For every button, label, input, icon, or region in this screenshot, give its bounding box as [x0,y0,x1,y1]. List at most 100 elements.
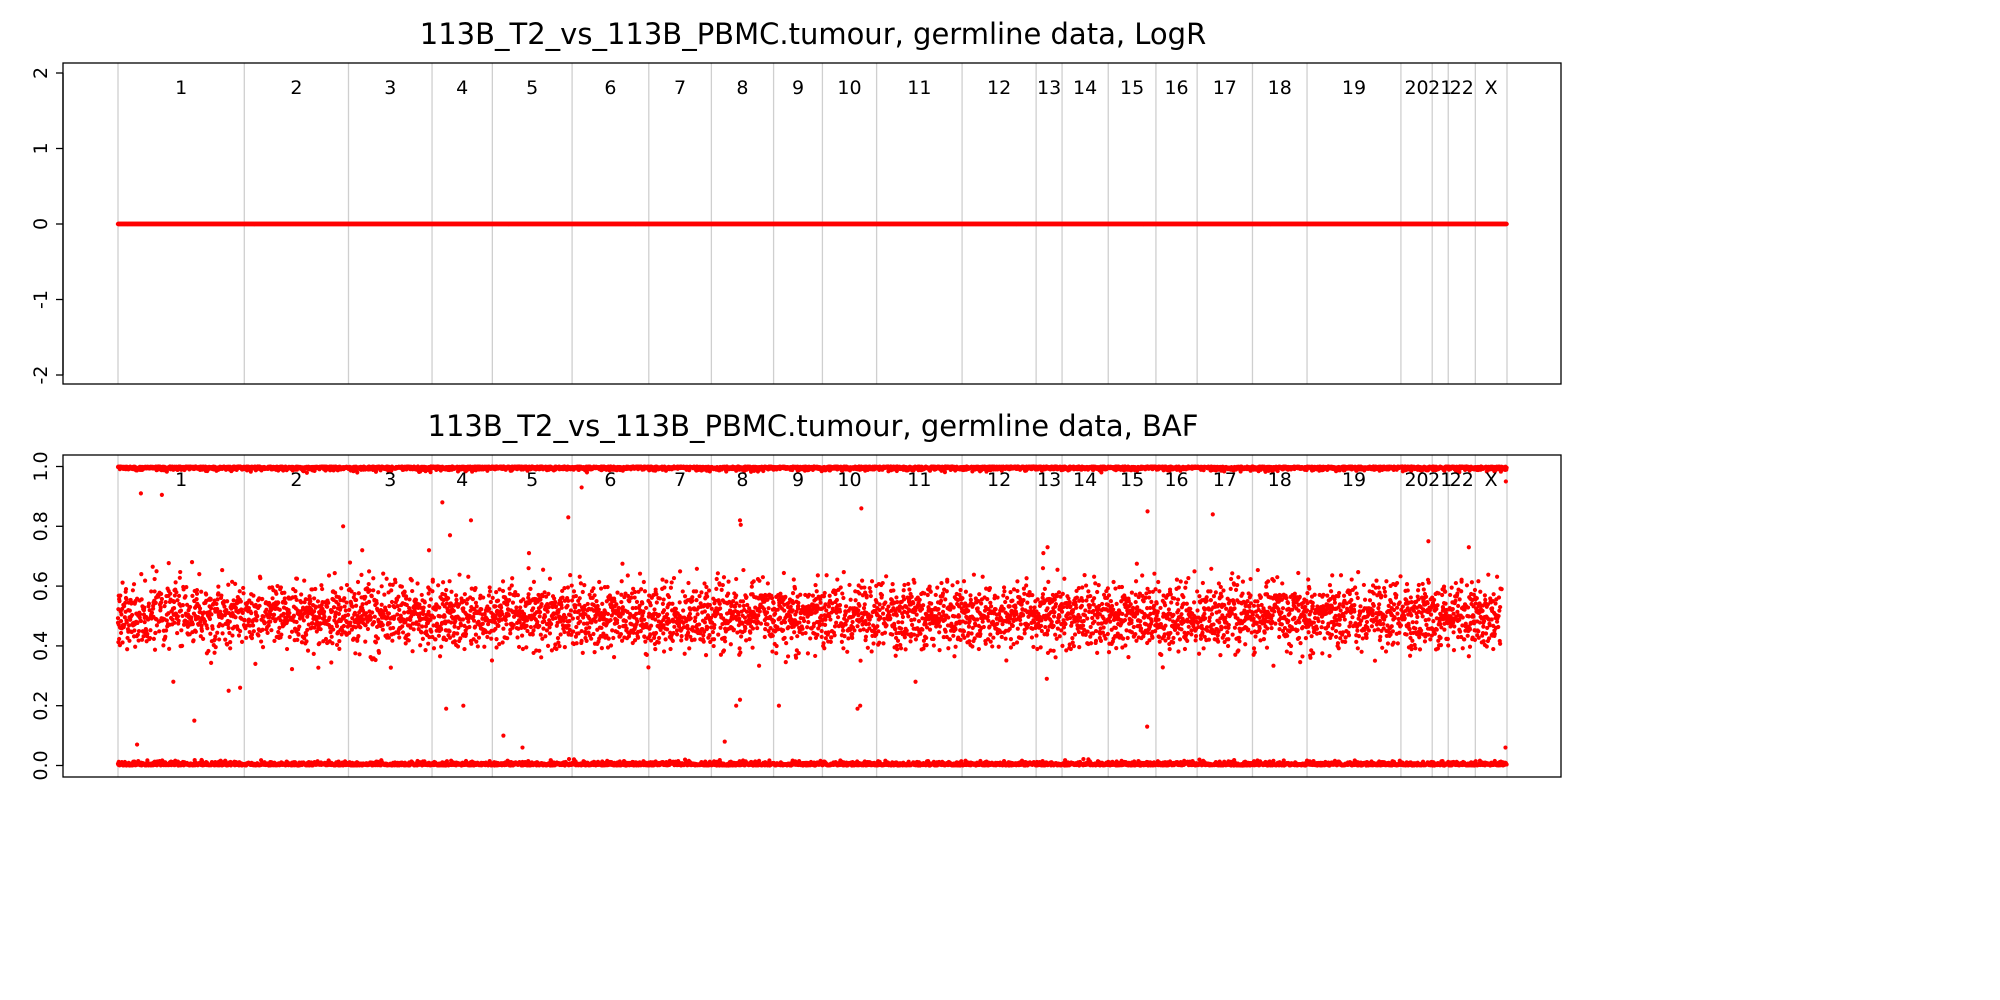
baf-point [136,628,142,634]
baf-point [256,633,261,638]
chromosome-label: 6 [604,77,616,99]
baf-point [166,560,171,566]
chromosome-label: X [1485,77,1498,99]
baf-point [118,630,124,636]
baf-point [257,603,262,608]
baf-point [238,629,243,634]
baf-point [213,634,218,639]
baf-point [202,619,208,624]
baf-point [127,608,132,613]
baf-point [171,606,177,611]
baf-point [127,638,132,643]
baf-point [208,631,213,636]
baf-point [142,578,148,583]
baf-point [153,600,158,605]
baf-point [178,608,184,613]
baf-point [228,639,233,645]
baf-point [131,582,137,587]
chromosome-label: 14 [1073,77,1097,99]
baf-point [194,597,199,602]
baf-point [241,585,246,591]
baf-point [178,569,183,575]
baf-point [177,575,182,580]
baf-point [262,620,268,625]
baf-point [216,584,221,589]
baf-point [253,661,258,667]
baf-point [206,648,211,654]
baf-point [118,593,123,598]
baf-point [220,567,225,573]
baf-point [163,600,168,605]
baf-point [174,590,179,595]
baf-point [230,633,235,638]
baf-point [151,606,156,611]
baf-point [190,593,195,598]
baf-point [148,628,153,633]
baf-point [163,628,169,633]
baf-point [209,660,214,665]
baf-point [168,591,173,596]
baf-point [209,612,214,617]
baf-point [190,622,195,627]
baf-point [251,593,256,598]
baf-point [197,572,202,577]
baf-point [179,628,184,633]
baf-point [157,629,162,634]
baf-point [158,605,163,610]
baf-point [180,603,185,608]
chromosome-label: 3 [384,77,396,99]
chromosome-label: 5 [526,77,538,99]
chromosome-label: 1 [175,77,187,99]
baf-point [145,631,150,637]
baf-point [191,638,196,643]
logr-y-axis: 210-1-2 [30,67,64,385]
baf-point [197,606,203,611]
baf-point [219,593,224,598]
baf-point [142,605,147,610]
baf-point [173,580,178,585]
chromosome-label: 20 [1404,77,1428,99]
baf-point [152,589,157,594]
baf-point [117,636,122,642]
baf-point [138,618,143,624]
baf-point [117,599,122,604]
baf-point [226,582,231,587]
chromosome-label: 7 [674,77,686,99]
baf-point [260,596,265,602]
baf-point [172,620,177,625]
baf-point [189,560,195,565]
baf-point [228,646,233,651]
chromosome-label: 16 [1164,77,1188,99]
baf-point [151,636,156,641]
baf-point [150,564,155,569]
baf-point [225,599,230,604]
baf-point [189,615,194,620]
baf-point [162,604,167,609]
baf-point [205,626,210,631]
chromosome-label: 4 [456,77,468,99]
baf-point [154,623,160,628]
baf-point [207,616,213,622]
baf-point [233,581,238,586]
baf-point [138,612,143,617]
chromosome-label: 17 [1213,77,1237,99]
baf-point [130,588,135,593]
baf-point [175,614,181,619]
baf-point [164,618,169,623]
baf-point [226,625,231,631]
baf-point [130,612,135,618]
y-tick-label: -2 [30,366,52,385]
baf-point [180,613,185,619]
baf-point [132,628,137,633]
baf-point [124,597,129,602]
baf-point [260,645,266,650]
baf-point [161,643,166,648]
baf-points [115,464,1509,768]
baf-point [120,580,125,585]
baf-point [125,647,130,652]
baf-point [210,626,215,631]
baf-point [220,631,225,636]
baf-point [115,616,121,621]
baf-point [159,596,164,602]
baf-point [154,569,159,574]
